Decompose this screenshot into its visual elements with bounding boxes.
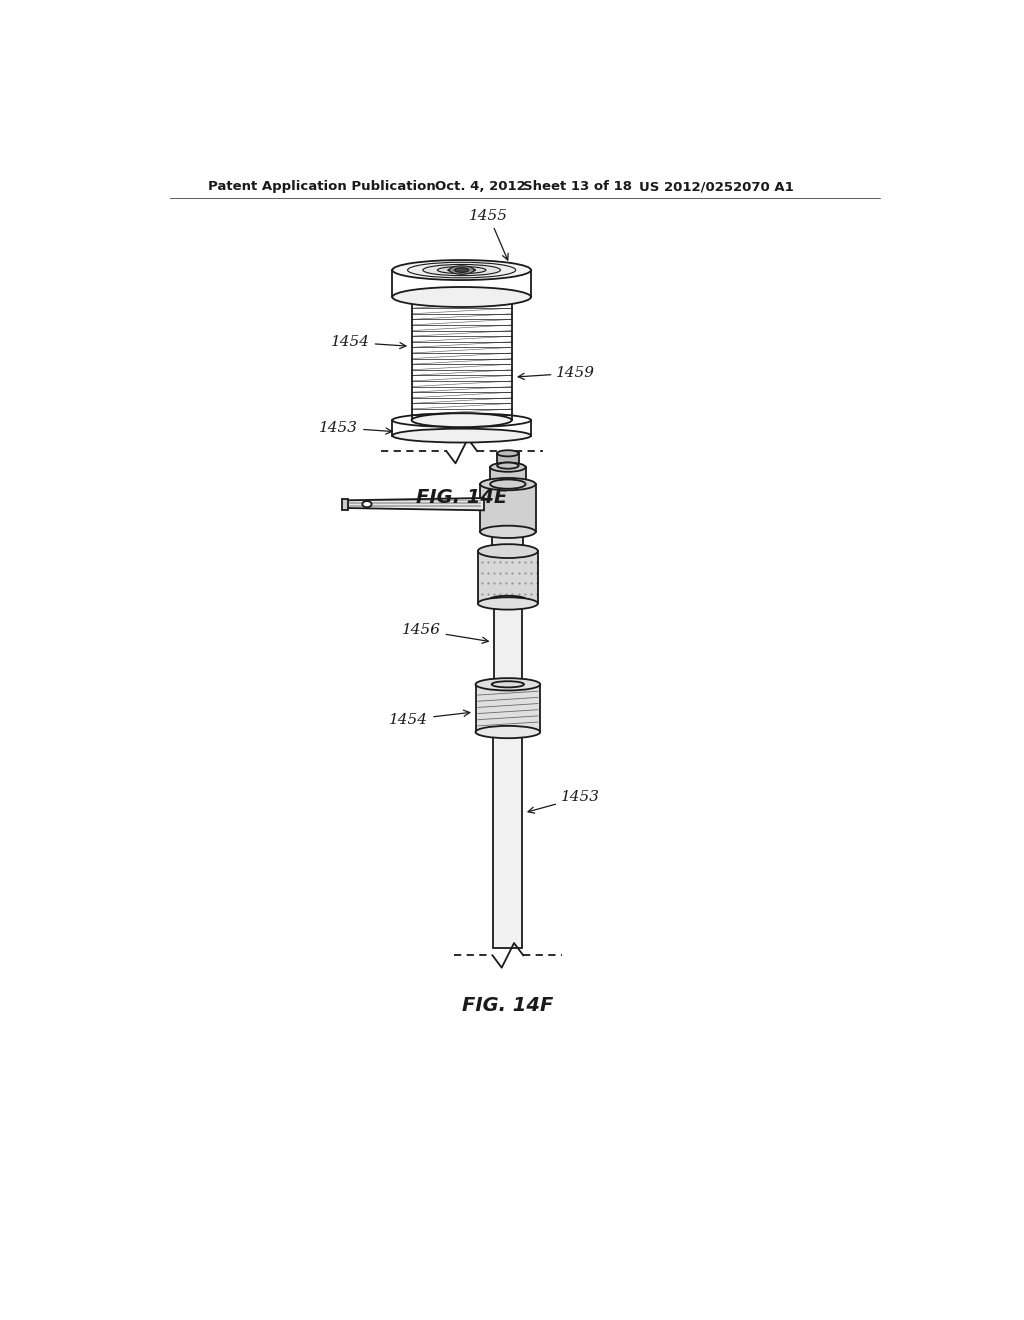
Ellipse shape [423, 264, 501, 276]
Ellipse shape [478, 597, 538, 610]
Ellipse shape [450, 265, 474, 275]
Bar [494, 733, 522, 948]
Bar [493, 532, 523, 552]
Bar [475, 684, 541, 733]
Ellipse shape [437, 267, 486, 273]
Bar [478, 552, 538, 603]
Ellipse shape [490, 479, 525, 488]
Text: 1459: 1459 [518, 366, 595, 380]
Ellipse shape [478, 544, 538, 558]
Bar [480, 484, 536, 532]
Ellipse shape [392, 260, 531, 280]
Ellipse shape [489, 595, 526, 603]
Text: US 2012/0252070 A1: US 2012/0252070 A1 [639, 181, 794, 194]
Ellipse shape [455, 268, 469, 272]
Text: Sheet 13 of 18: Sheet 13 of 18 [523, 181, 632, 194]
Ellipse shape [497, 450, 518, 457]
Ellipse shape [480, 525, 536, 539]
Ellipse shape [408, 263, 516, 277]
Ellipse shape [475, 678, 541, 690]
Ellipse shape [412, 413, 512, 428]
Text: 1453: 1453 [528, 791, 600, 813]
Text: Oct. 4, 2012: Oct. 4, 2012 [435, 181, 525, 194]
Ellipse shape [480, 478, 536, 490]
Ellipse shape [362, 502, 372, 507]
Ellipse shape [492, 681, 524, 688]
Bar [494, 599, 521, 684]
Ellipse shape [475, 726, 541, 738]
Text: 1453: 1453 [319, 421, 392, 434]
Bar [342, 499, 348, 510]
Text: FIG. 14F: FIG. 14F [462, 995, 554, 1015]
Text: 1456: 1456 [401, 623, 488, 643]
Bar [490, 467, 525, 484]
Ellipse shape [447, 268, 475, 272]
Ellipse shape [392, 286, 531, 308]
Text: FIG. 14E: FIG. 14E [416, 487, 507, 507]
Ellipse shape [497, 462, 518, 469]
Ellipse shape [490, 462, 525, 471]
Text: 1454: 1454 [331, 335, 406, 350]
Ellipse shape [392, 429, 531, 442]
Text: 1455: 1455 [469, 209, 508, 260]
Polygon shape [345, 498, 484, 511]
Bar [497, 453, 518, 466]
Text: Patent Application Publication: Patent Application Publication [208, 181, 435, 194]
Text: 1454: 1454 [389, 710, 470, 726]
